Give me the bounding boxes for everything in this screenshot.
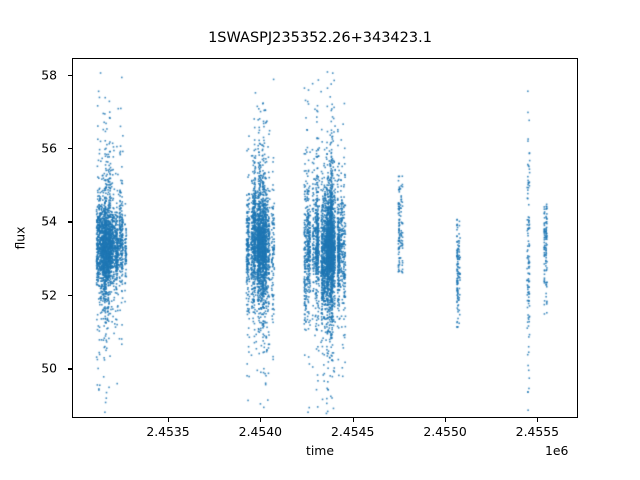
- scatter-plot-canvas: [73, 59, 579, 419]
- x-axis-label: time: [306, 443, 334, 458]
- y-tick-mark: [68, 74, 72, 76]
- x-tick-mark: [352, 418, 354, 422]
- x-tick-label: 2.4535: [146, 424, 190, 439]
- x-tick-label: 2.4555: [515, 424, 560, 439]
- x-tick-mark: [445, 418, 447, 422]
- y-tick-mark: [68, 221, 72, 223]
- x-axis-offset-text: 1e6: [545, 443, 569, 458]
- page-title: 1SWASPJ235352.26+343423.1: [208, 30, 432, 46]
- x-tick-label: 2.4540: [238, 424, 283, 439]
- y-tick-mark: [68, 294, 72, 297]
- plot-axes: [72, 58, 579, 419]
- y-tick-mark: [68, 148, 72, 150]
- y-tick-label: 52: [41, 287, 57, 303]
- y-tick-label: 58: [41, 67, 57, 83]
- y-tick-label: 50: [41, 360, 57, 376]
- y-tick-label: 54: [41, 213, 57, 229]
- x-tick-mark: [168, 418, 170, 422]
- y-axis-label: flux: [12, 226, 28, 250]
- y-tick-mark: [68, 368, 72, 370]
- y-tick-label: 56: [41, 140, 57, 156]
- x-tick-label: 2.4550: [423, 424, 467, 439]
- x-tick-mark: [260, 418, 262, 422]
- x-tick-label: 2.4545: [331, 424, 375, 439]
- x-tick-mark: [537, 418, 539, 422]
